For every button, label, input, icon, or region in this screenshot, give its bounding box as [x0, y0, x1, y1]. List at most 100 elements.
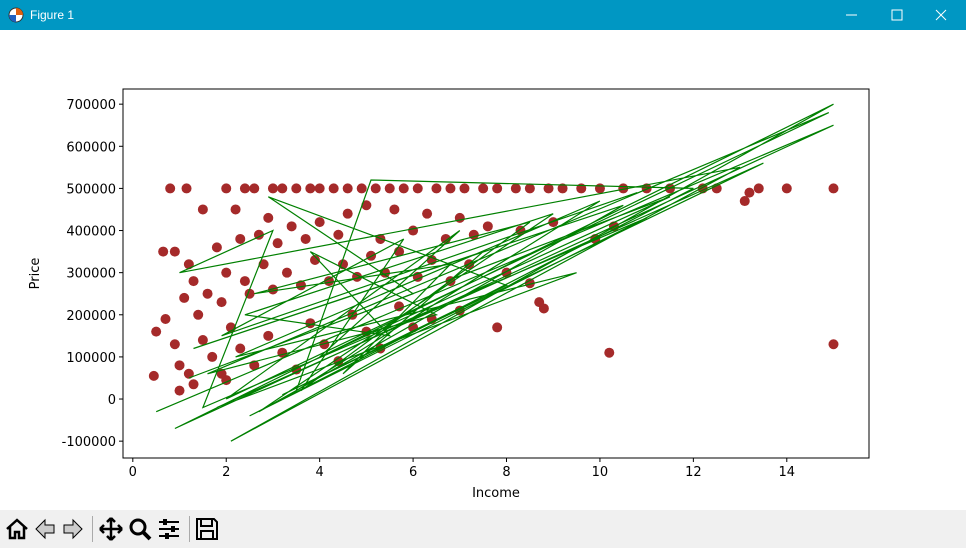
scatter-point	[158, 246, 169, 257]
scatter-point	[389, 204, 400, 215]
scatter-point	[384, 183, 395, 194]
scatter-point	[239, 276, 250, 287]
scatter-point	[202, 288, 213, 299]
scatter-point	[445, 183, 456, 194]
scatter-point	[543, 183, 554, 194]
scatter-point	[515, 225, 526, 236]
title-bar: Figure 1	[0, 0, 966, 30]
x-tick-label: 10	[592, 465, 609, 480]
x-tick-label: 8	[502, 465, 510, 480]
y-tick-label: 600000	[66, 140, 116, 155]
scatter-point	[291, 183, 302, 194]
scatter-point	[398, 183, 409, 194]
scatter-point	[510, 183, 521, 194]
scatter-point	[408, 225, 419, 236]
scatter-point	[181, 183, 192, 194]
scatter-point	[286, 221, 297, 232]
scatter-point	[169, 339, 180, 350]
scatter-point	[524, 278, 535, 289]
scatter-point	[314, 217, 325, 228]
x-axis-label: Income	[472, 486, 520, 501]
scatter-point	[781, 183, 792, 194]
scatter-point	[193, 309, 204, 320]
scatter-point	[333, 356, 344, 367]
scatter-point	[342, 183, 353, 194]
scatter-point	[394, 301, 405, 312]
axes-frame	[122, 88, 870, 459]
y-tick-label: 300000	[66, 267, 116, 282]
y-tick-label: 700000	[66, 98, 116, 113]
y-tick-label: 200000	[66, 309, 116, 324]
scatter-point	[151, 326, 162, 337]
scatter-point	[197, 204, 208, 215]
scatter-point	[148, 370, 159, 381]
configure-button[interactable]	[157, 517, 181, 541]
scatter-point	[188, 379, 199, 390]
x-tick-label: 0	[129, 465, 137, 480]
scatter-point	[197, 335, 208, 346]
scatter-point	[538, 303, 549, 314]
x-tick-label: 12	[685, 465, 702, 480]
regression-line	[155, 103, 834, 442]
scatter-point	[174, 385, 185, 396]
scatter-point	[753, 183, 764, 194]
scatter-point	[183, 368, 194, 379]
scatter-point	[174, 360, 185, 371]
scatter-point	[828, 339, 839, 350]
scatter-point	[165, 183, 176, 194]
y-tick-label: 100000	[66, 351, 116, 366]
home-button[interactable]	[5, 517, 29, 541]
scatter-point	[524, 183, 535, 194]
scatter-point	[253, 229, 264, 240]
scatter-point	[169, 246, 180, 257]
scatter-point	[267, 284, 278, 295]
scatter-point	[277, 183, 288, 194]
app-icon	[8, 7, 24, 23]
save-button[interactable]	[195, 517, 219, 541]
scatter-point	[361, 200, 372, 211]
x-tick-label: 14	[779, 465, 796, 480]
scatter-point	[221, 267, 232, 278]
scatter-point	[594, 183, 605, 194]
scatter-point	[604, 347, 615, 358]
scatter-point	[216, 297, 227, 308]
scatter-point	[188, 276, 199, 287]
scatter-point	[342, 208, 353, 219]
scatter-point	[828, 183, 839, 194]
scatter-point	[324, 276, 335, 287]
scatter-point	[183, 259, 194, 270]
scatter-point	[314, 183, 325, 194]
scatter-point	[492, 322, 503, 333]
scatter-point	[221, 183, 232, 194]
back-button[interactable]	[33, 517, 57, 541]
scatter-point	[263, 212, 274, 223]
scatter-point	[431, 183, 442, 194]
y-tick-label: -100000	[62, 435, 116, 450]
scatter-point	[482, 221, 493, 232]
zoom-button[interactable]	[128, 517, 152, 541]
window-controls[interactable]	[830, 0, 966, 30]
scatter-point	[333, 229, 344, 240]
scatter-point	[356, 183, 367, 194]
scatter-point	[412, 183, 423, 194]
toolbar	[0, 510, 966, 548]
pan-button[interactable]	[99, 517, 123, 541]
scatter-point	[459, 183, 470, 194]
window-title: Figure 1	[30, 8, 75, 22]
y-axis-label: Price	[28, 258, 43, 290]
scatter-point	[370, 183, 381, 194]
x-tick-label: 2	[222, 465, 230, 480]
scatter-point	[422, 208, 433, 219]
scatter-point	[249, 183, 260, 194]
forward-button[interactable]	[61, 517, 85, 541]
x-tick-label: 4	[316, 465, 324, 480]
y-tick-label: 0	[108, 393, 116, 408]
scatter-point	[309, 255, 320, 266]
scatter-point	[267, 183, 278, 194]
scatter-point	[739, 196, 750, 207]
x-tick-label: 6	[409, 465, 417, 480]
scatter-point	[160, 313, 171, 324]
scatter-point	[557, 183, 568, 194]
scatter-point	[179, 292, 190, 303]
